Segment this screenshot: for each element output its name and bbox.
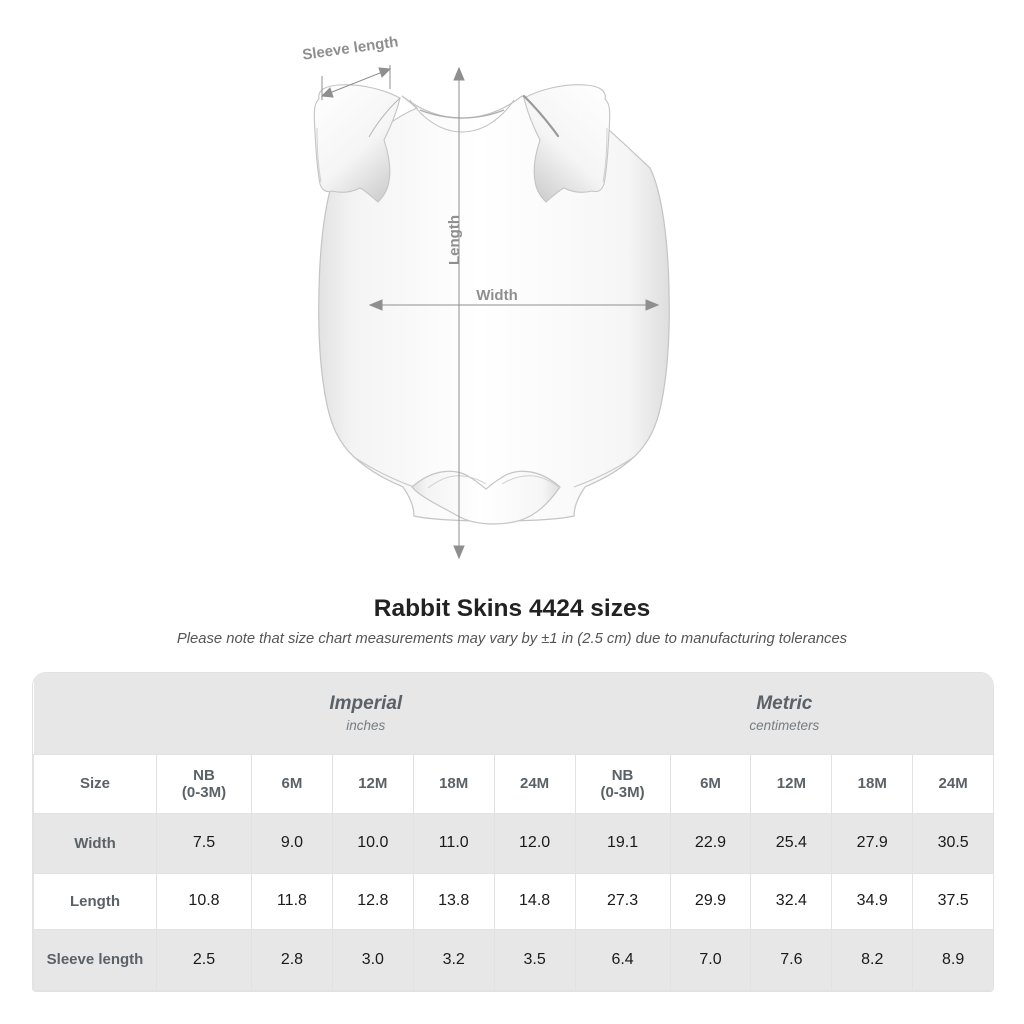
svg-text:Width: Width: [476, 287, 518, 304]
svg-text:Sleeve length: Sleeve length: [301, 33, 399, 63]
svg-text:Length: Length: [446, 215, 463, 265]
